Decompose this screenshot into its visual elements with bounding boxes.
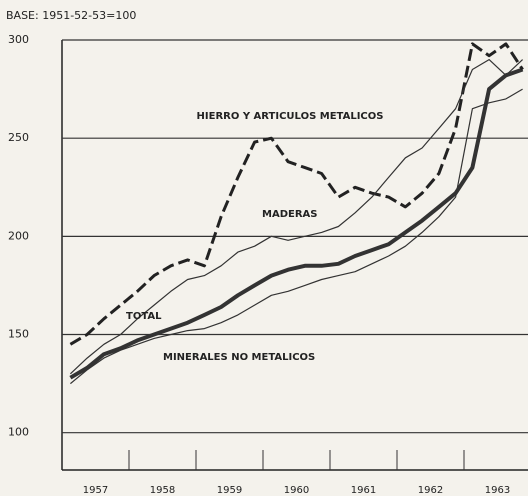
series-line	[70, 88, 523, 385]
y-tick-label: 100	[8, 426, 29, 439]
series-label: MINERALES NO METALICOS	[163, 352, 315, 363]
y-tick-label: 250	[8, 131, 29, 144]
y-tick-label: 150	[8, 328, 29, 341]
x-tick-label: 1962	[418, 485, 443, 496]
x-tick-label: 1957	[83, 485, 108, 496]
series-line	[69, 42, 524, 346]
chart-subtitle: BASE: 1951-52-53=100	[6, 9, 136, 22]
x-tick-label: 1961	[351, 485, 376, 496]
x-tick-label: 1963	[485, 485, 510, 496]
x-tick-label: 1959	[217, 485, 242, 496]
x-tick-label: 1960	[284, 485, 309, 496]
y-tick-label: 200	[8, 229, 29, 242]
series-label: TOTAL	[126, 311, 162, 322]
series-label: MADERAS	[262, 209, 317, 220]
x-tick-label: 1958	[150, 485, 175, 496]
series-line	[69, 58, 524, 375]
series-label: HIERRO Y ARTICULOS METALICOS	[197, 111, 384, 122]
series-line	[69, 67, 524, 380]
y-tick-label: 300	[8, 33, 29, 46]
